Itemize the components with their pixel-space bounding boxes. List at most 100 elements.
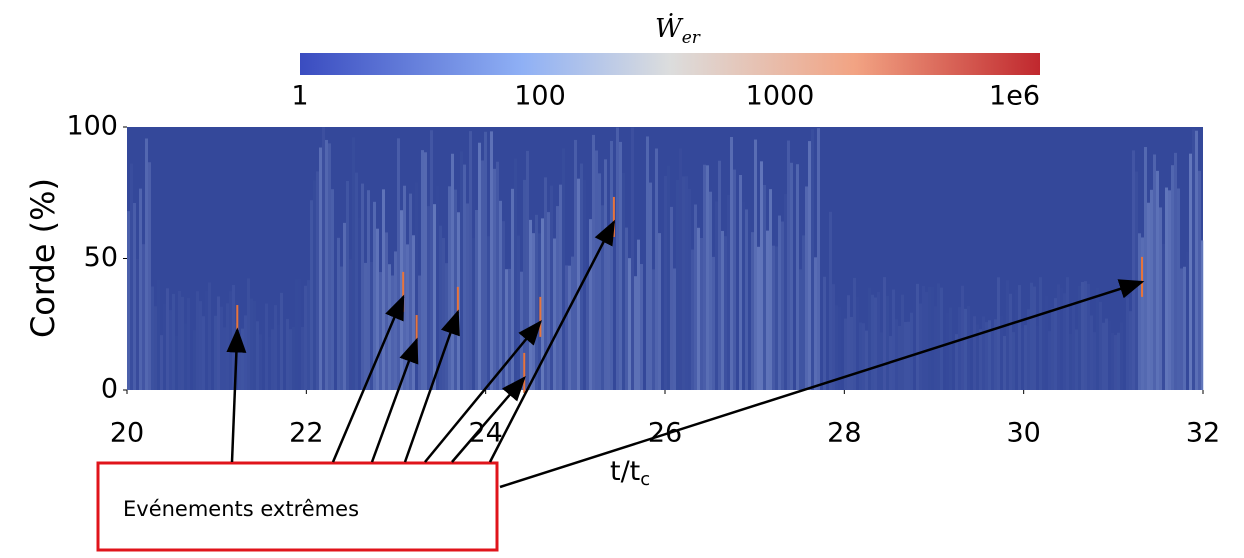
- heatmap-stripe: [1090, 315, 1093, 390]
- x-tick-label: 20: [110, 418, 144, 449]
- heatmap-stripe: [1180, 268, 1183, 390]
- annotation-arrow: [226, 327, 247, 463]
- heatmap-stripe: [649, 182, 652, 390]
- heatmap-stripe: [379, 272, 382, 390]
- heatmap-stripe: [640, 264, 643, 390]
- heatmap-stripe: [601, 205, 604, 390]
- heatmap-stripe: [1201, 240, 1204, 390]
- heatmap-stripe: [364, 262, 367, 390]
- heatmap-stripe: [292, 327, 295, 390]
- heatmap-stripe: [871, 294, 874, 390]
- heatmap-stripe: [652, 269, 655, 390]
- heatmap-stripe: [595, 150, 598, 390]
- heatmap-stripe: [268, 336, 271, 390]
- heatmap-stripe: [856, 297, 859, 390]
- heatmap-stripe: [1177, 188, 1180, 390]
- heatmap-stripe: [568, 265, 571, 390]
- heatmap-stripe: [1150, 189, 1153, 390]
- heatmap-stripe: [730, 137, 733, 390]
- heatmap-stripe: [262, 299, 265, 390]
- heatmap-stripe: [535, 214, 538, 390]
- heatmap-stripe: [463, 164, 466, 390]
- heatmap-stripe: [571, 256, 574, 390]
- heatmap-stripe: [1096, 288, 1099, 390]
- heatmap-stripe: [634, 276, 637, 390]
- heatmap-stripe: [580, 163, 583, 390]
- heatmap-stripe: [718, 160, 721, 390]
- heatmap-stripe: [427, 206, 430, 390]
- heatmap-stripe: [157, 280, 160, 390]
- heatmap-stripe: [739, 174, 742, 390]
- heatmap-stripe: [988, 320, 991, 390]
- heatmap-stripe: [814, 257, 817, 390]
- heatmap-stripe: [661, 164, 664, 390]
- heatmap-stripe: [460, 151, 463, 390]
- heatmap-stripe: [361, 183, 364, 390]
- heatmap-stripe: [247, 278, 250, 390]
- heatmap-stripe: [625, 227, 628, 390]
- heatmap-stripe: [619, 141, 622, 390]
- heatmap-stripe: [256, 321, 259, 390]
- heatmap-stripe: [844, 318, 847, 390]
- heatmap-stripe: [454, 189, 457, 390]
- heatmap-stripe: [850, 316, 853, 390]
- x-tick-label: 22: [289, 418, 323, 449]
- heatmap-stripe: [760, 161, 763, 390]
- heatmap-stripe: [139, 188, 142, 390]
- heatmap-stripe: [190, 333, 193, 390]
- heatmap-stripe: [289, 329, 292, 390]
- heatmap-stripe: [835, 305, 838, 390]
- heatmap-stripe: [220, 306, 223, 390]
- heatmap-stripe: [451, 153, 454, 390]
- heatmap-stripe: [1114, 335, 1117, 390]
- heatmap-stripe: [370, 261, 373, 390]
- heatmap-stripe: [679, 149, 682, 390]
- heatmap-stripe: [1036, 326, 1039, 390]
- heatmap-stripe: [529, 219, 532, 390]
- colorbar-label: Ẇer: [655, 13, 701, 48]
- heatmap-stripe: [1189, 153, 1192, 390]
- heatmap-stripe: [373, 201, 376, 390]
- heatmap-stripe: [1099, 301, 1102, 390]
- heatmap-stripe: [688, 188, 691, 390]
- heatmap-stripe: [1018, 285, 1021, 390]
- heatmap-stripe: [433, 204, 436, 390]
- heatmap-stripe: [217, 296, 220, 390]
- heatmap-stripe: [502, 221, 505, 390]
- heatmap-stripe: [736, 195, 739, 390]
- heatmap-stripe: [307, 280, 310, 390]
- heatmap-stripe: [742, 202, 745, 390]
- heatmap-stripe: [1033, 286, 1036, 390]
- heatmap-stripe: [811, 128, 814, 390]
- heatmap-stripe: [862, 323, 865, 390]
- heatmap-stripe: [937, 283, 940, 390]
- heatmap-stripe: [832, 284, 835, 390]
- heatmap-stripe: [145, 138, 148, 390]
- heatmap-stripe: [325, 139, 328, 390]
- heatmap-stripe: [394, 251, 397, 390]
- heatmap-stripe: [1123, 298, 1126, 390]
- heatmap-stripe: [499, 200, 502, 390]
- heatmap-stripe: [274, 305, 277, 390]
- heatmap-stripe: [964, 308, 967, 390]
- heatmap-stripe: [202, 316, 205, 390]
- heatmap-stripe: [1021, 328, 1024, 390]
- heatmap-stripe: [259, 334, 262, 390]
- heatmap-stripe: [1087, 283, 1090, 390]
- heatmap-stripe: [874, 297, 877, 390]
- heatmap-stripe: [733, 169, 736, 390]
- heatmap-stripe: [1063, 293, 1066, 390]
- heatmap-stripe: [682, 176, 685, 390]
- heatmap-stripe: [961, 285, 964, 390]
- heatmap-stripe: [415, 182, 418, 390]
- heatmap-stripe: [826, 130, 829, 390]
- heatmap-stripe: [847, 295, 850, 390]
- heatmap-stripe: [565, 265, 568, 390]
- heatmap-stripe: [130, 163, 133, 390]
- heatmap-stripe: [208, 282, 211, 390]
- y-tick-label: 50: [84, 242, 118, 273]
- heatmap-stripe: [406, 244, 409, 390]
- heatmap-stripe: [955, 334, 958, 390]
- heatmap-stripe: [709, 191, 712, 390]
- heatmap-stripe: [952, 313, 955, 390]
